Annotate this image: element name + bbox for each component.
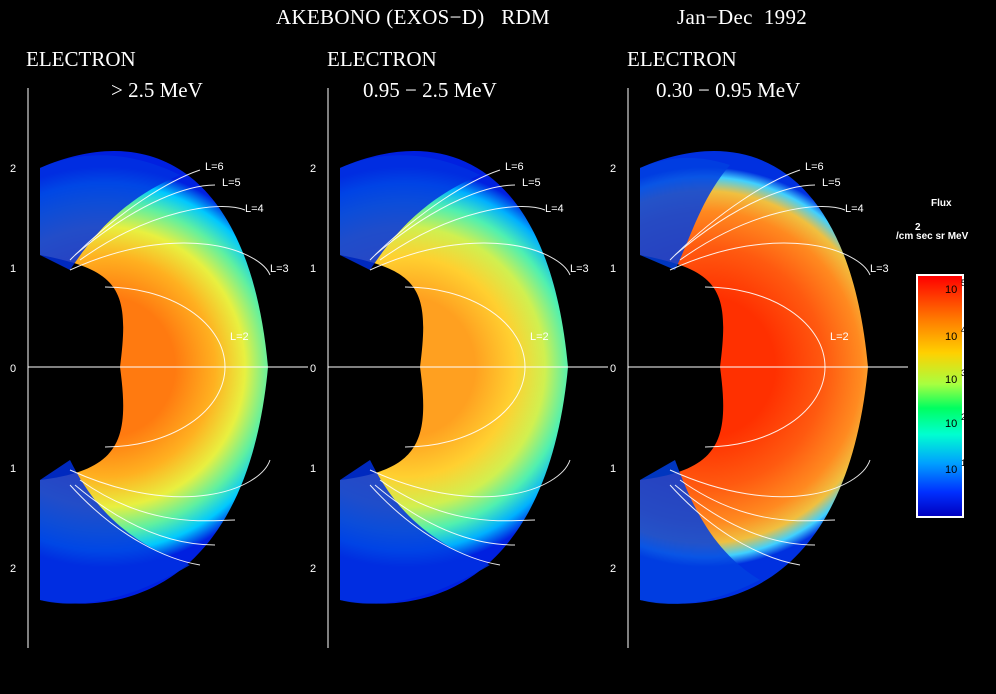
panel-1-y-tick: 1 bbox=[10, 263, 16, 275]
colorbar-tick-exponent: 2 bbox=[961, 412, 966, 422]
panel-3-shell-label: L=3 bbox=[870, 263, 889, 275]
axis-tick-labels: 2 1 0 1 2 2 1 0 1 2 2 1 0 1 2 bbox=[10, 163, 616, 575]
panel-3-y-tick: 1 bbox=[610, 263, 616, 275]
panel-1-y-tick: 2 bbox=[10, 163, 16, 175]
panel-3-energy: 0.30 − 0.95 MeV bbox=[656, 78, 801, 102]
colorbar-tick-exponent: 5 bbox=[961, 278, 966, 288]
shell-labels: L=6 L=5 L=4 L=3 L=2 L=6 L=5 L=4 L=3 L=2 L=6 L=5 L=4 L… bbox=[205, 161, 889, 343]
panel-3-plot bbox=[627, 88, 908, 648]
panel-3-shell-label: L=6 bbox=[805, 161, 824, 173]
panel-1-y-tick: 2 bbox=[10, 563, 16, 575]
panel-1-shell-label: L=2 bbox=[230, 331, 249, 343]
panel-1-shell-label: L=3 bbox=[270, 263, 289, 275]
colorbar-title: Flux bbox=[931, 198, 952, 209]
panel-2-energy: 0.95 − 2.5 MeV bbox=[363, 78, 497, 102]
panel-1-particle: ELECTRON bbox=[26, 47, 136, 71]
panel-2-y-tick: 2 bbox=[310, 163, 316, 175]
panel-2-y-tick: 0 bbox=[310, 363, 316, 375]
colorbar-tick-exponent: 4 bbox=[961, 325, 966, 335]
colorbar-unit: /cm sec sr MeV bbox=[896, 231, 969, 242]
colorbar-gradient bbox=[918, 276, 962, 516]
panel-3-shell-label: L=2 bbox=[830, 331, 849, 343]
panel-2-shell-label: L=5 bbox=[522, 177, 541, 189]
colorbar-tick-base: 10 bbox=[945, 284, 957, 296]
colorbar-tick-labels: 10 5 10 4 10 3 10 2 10 1 bbox=[945, 278, 966, 476]
colorbar-tick-exponent: 3 bbox=[961, 368, 966, 378]
panel-3-y-tick: 0 bbox=[610, 363, 616, 375]
colorbar-tick-base: 10 bbox=[945, 464, 957, 476]
panel-2-shell-label: L=4 bbox=[545, 203, 564, 215]
panel-1-shell-label: L=4 bbox=[245, 203, 264, 215]
colorbar-tick-base: 10 bbox=[945, 331, 957, 343]
colorbar-tick-base: 10 bbox=[945, 418, 957, 430]
panel-3-shell-label: L=5 bbox=[822, 177, 841, 189]
panel-1-energy: > 2.5 MeV bbox=[111, 78, 203, 102]
panel-1-y-tick: 1 bbox=[10, 463, 16, 475]
panel-3-particle: ELECTRON bbox=[627, 47, 737, 71]
panel-2-y-tick: 1 bbox=[310, 463, 316, 475]
panel-1-shell-label: L=6 bbox=[205, 161, 224, 173]
panel-2-shell-label: L=2 bbox=[530, 331, 549, 343]
panel-1-shell-label: L=5 bbox=[222, 177, 241, 189]
panel-3-y-tick: 2 bbox=[610, 563, 616, 575]
panel-2-shell-label: L=6 bbox=[505, 161, 524, 173]
panel-1-plot bbox=[27, 88, 308, 648]
panel-2-y-tick: 2 bbox=[310, 563, 316, 575]
colorbar-unit-superscript: 2 bbox=[915, 222, 921, 233]
mission-title: AKEBONO (EXOS−D) RDM bbox=[276, 5, 550, 29]
colorbar-tick-base: 10 bbox=[945, 374, 957, 386]
flux-colorbar: Flux 2 /cm sec sr MeV 10 5 10 4 10 3 10 2 10 1 bbox=[896, 198, 969, 518]
panel-3-shell-label: L=4 bbox=[845, 203, 864, 215]
colorbar-tick-exponent: 1 bbox=[961, 458, 966, 468]
panel-1-y-tick: 0 bbox=[10, 363, 16, 375]
panel-2-shell-label: L=3 bbox=[570, 263, 589, 275]
panel-2-particle: ELECTRON bbox=[327, 47, 437, 71]
panel-3-y-tick: 2 bbox=[610, 163, 616, 175]
panel-2-plot bbox=[327, 88, 608, 648]
panel-3-y-tick: 1 bbox=[610, 463, 616, 475]
period-title: Jan−Dec 1992 bbox=[677, 5, 808, 29]
panel-2-y-tick: 1 bbox=[310, 263, 316, 275]
